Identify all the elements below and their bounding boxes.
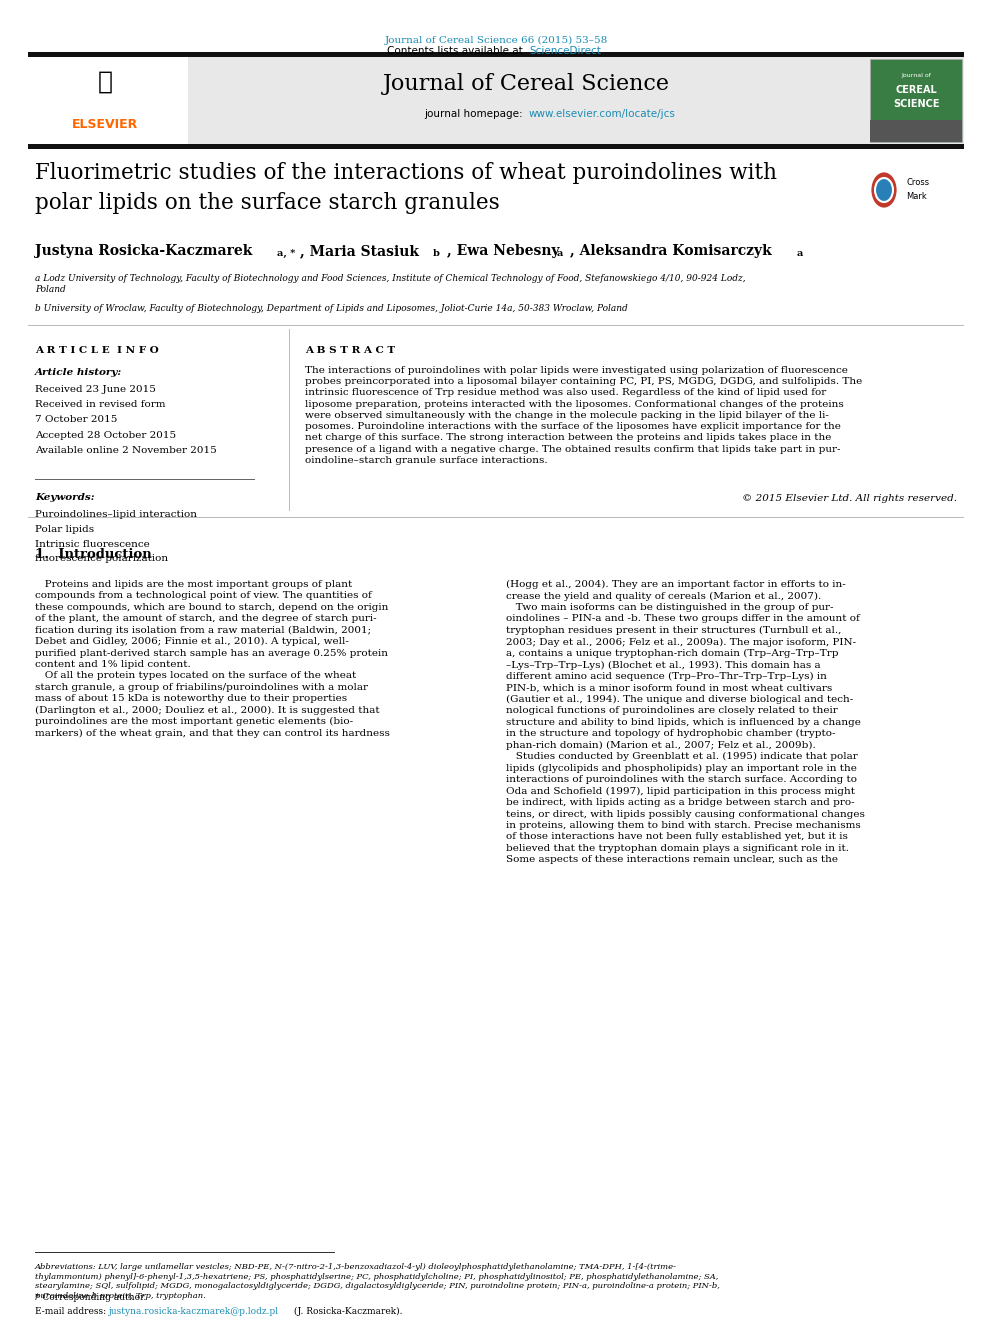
Ellipse shape: [870, 171, 898, 209]
Text: a: a: [557, 249, 563, 258]
Bar: [28, 144, 964, 149]
Bar: [28, 52, 964, 57]
Text: , Ewa Nebesny: , Ewa Nebesny: [447, 243, 559, 258]
Text: Fluorimetric studies of the interactions of wheat puroindolines with
polar lipid: Fluorimetric studies of the interactions…: [35, 161, 777, 213]
Bar: [28, 57, 964, 144]
Text: ELSEVIER: ELSEVIER: [71, 118, 138, 131]
Text: Available online 2 November 2015: Available online 2 November 2015: [35, 446, 216, 455]
Text: Abbreviations: LUV, large unilamellar vesicles; NBD-PE, N-(7-nitro-2-1,3-benzoxa: Abbreviations: LUV, large unilamellar ve…: [35, 1263, 720, 1301]
Text: a: a: [797, 249, 804, 258]
Bar: [870, 120, 962, 142]
Text: (J. Rosicka-Kaczmarek).: (J. Rosicka-Kaczmarek).: [291, 1307, 403, 1316]
Text: Intrinsic fluorescence: Intrinsic fluorescence: [35, 540, 150, 549]
Text: Received in revised form: Received in revised form: [35, 400, 166, 409]
Text: journal homepage:: journal homepage:: [425, 108, 526, 119]
Text: Mark: Mark: [906, 193, 927, 201]
Text: Polar lipids: Polar lipids: [35, 525, 94, 533]
Text: Received 23 June 2015: Received 23 June 2015: [35, 385, 156, 394]
Text: Journal of Cereal Science 66 (2015) 53–58: Journal of Cereal Science 66 (2015) 53–5…: [384, 36, 608, 45]
Text: b University of Wroclaw, Faculty of Biotechnology, Department of Lipids and Lipo: b University of Wroclaw, Faculty of Biot…: [35, 304, 628, 314]
Bar: [870, 60, 962, 142]
Text: , Maria Stasiuk: , Maria Stasiuk: [300, 243, 419, 258]
Text: (Hogg et al., 2004). They are an important factor in efforts to in-
crease the y: (Hogg et al., 2004). They are an importa…: [506, 579, 865, 864]
Text: 🌲: 🌲: [97, 70, 112, 94]
Text: Cross: Cross: [906, 179, 930, 188]
Text: Contents lists available at: Contents lists available at: [387, 46, 526, 56]
Text: ScienceDirect: ScienceDirect: [529, 46, 601, 56]
Text: © 2015 Elsevier Ltd. All rights reserved.: © 2015 Elsevier Ltd. All rights reserved…: [742, 493, 957, 503]
Text: * Corresponding author.: * Corresponding author.: [35, 1293, 147, 1302]
Text: a Lodz University of Technology, Faculty of Biotechnology and Food Sciences, Ins: a Lodz University of Technology, Faculty…: [35, 274, 746, 294]
Ellipse shape: [875, 179, 893, 202]
Text: , Aleksandra Komisarczyk: , Aleksandra Komisarczyk: [570, 243, 772, 258]
Text: 1.  Introduction: 1. Introduction: [35, 548, 152, 561]
Text: Proteins and lipids are the most important groups of plant
compounds from a tech: Proteins and lipids are the most importa…: [35, 579, 390, 738]
Text: The interactions of puroindolines with polar lipids were investigated using pola: The interactions of puroindolines with p…: [305, 366, 862, 464]
Text: Puroindolines–lipid interaction: Puroindolines–lipid interaction: [35, 509, 197, 519]
Text: fluorescence polarization: fluorescence polarization: [35, 554, 168, 564]
Text: Keywords:: Keywords:: [35, 493, 94, 501]
Text: Justyna Rosicka-Kaczmarek: Justyna Rosicka-Kaczmarek: [35, 243, 252, 258]
Text: 7 October 2015: 7 October 2015: [35, 415, 117, 425]
Text: Article history:: Article history:: [35, 368, 122, 377]
Text: CEREAL: CEREAL: [895, 85, 936, 95]
Text: a, *: a, *: [277, 249, 296, 258]
Bar: [28, 57, 188, 144]
Text: justyna.rosicka-kaczmarek@p.lodz.pl: justyna.rosicka-kaczmarek@p.lodz.pl: [109, 1307, 279, 1316]
Text: E-mail address:: E-mail address:: [35, 1307, 109, 1316]
Text: www.elsevier.com/locate/jcs: www.elsevier.com/locate/jcs: [529, 108, 676, 119]
Text: Journal of: Journal of: [901, 74, 930, 78]
Text: Accepted 28 October 2015: Accepted 28 October 2015: [35, 430, 177, 439]
Text: Journal of Cereal Science: Journal of Cereal Science: [383, 73, 670, 95]
Bar: [289, 329, 291, 511]
Text: b: b: [433, 249, 439, 258]
Text: A B S T R A C T: A B S T R A C T: [305, 347, 395, 355]
Text: SCIENCE: SCIENCE: [893, 99, 939, 108]
Text: A R T I C L E  I N F O: A R T I C L E I N F O: [35, 347, 159, 355]
